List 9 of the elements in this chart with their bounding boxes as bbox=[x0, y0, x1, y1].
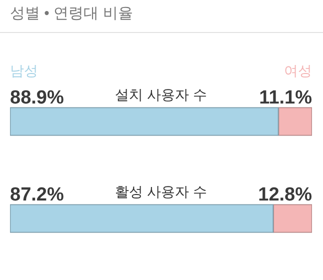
text: 남성 bbox=[10, 62, 38, 78]
data-label: 88.9% bbox=[10, 88, 64, 108]
chart-title: 성별 • 연령대 비율 bbox=[0, 0, 323, 33]
text: 여성 bbox=[284, 62, 312, 78]
data-label: 87.2% bbox=[10, 184, 64, 206]
data-label: 11.1% bbox=[259, 88, 312, 108]
y-tick-label: 활성 사용자 수 bbox=[115, 184, 207, 200]
data-label: 12.8% bbox=[258, 184, 312, 206]
y-tick-label: 설치 사용자 수 bbox=[115, 86, 207, 102]
